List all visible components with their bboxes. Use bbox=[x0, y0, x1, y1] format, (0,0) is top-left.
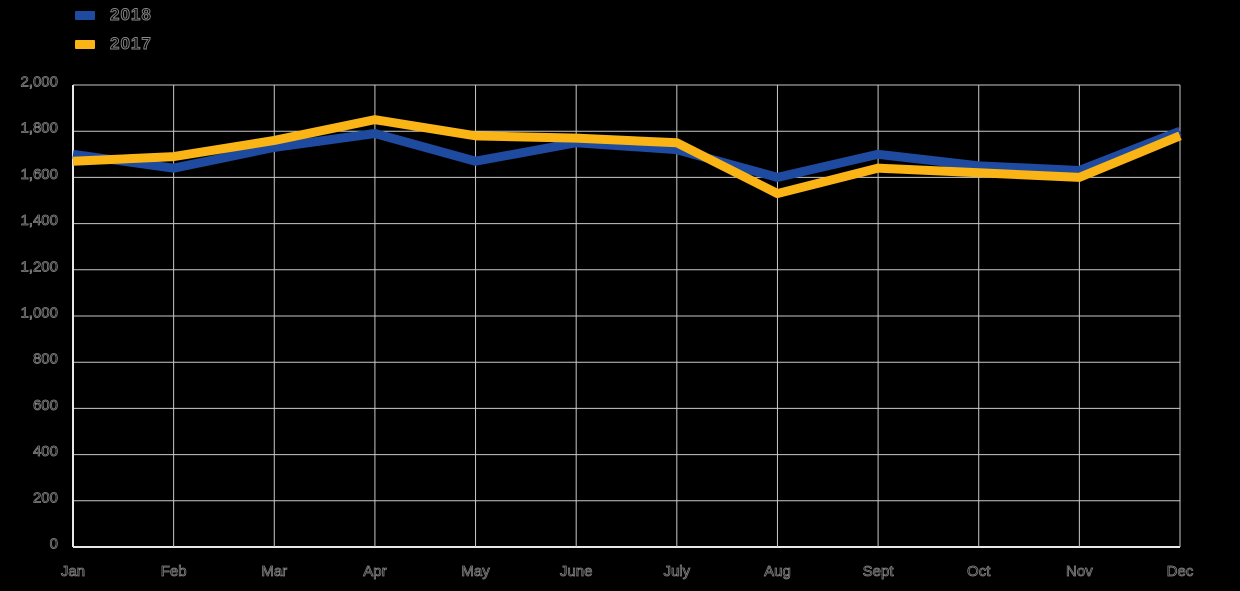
legend-label-2018: 2018 bbox=[110, 5, 152, 25]
legend-item-2018[interactable]: 2018 bbox=[75, 5, 152, 25]
legend: 2018 2017 bbox=[75, 5, 152, 54]
y-tick-label: 1,800 bbox=[20, 120, 58, 137]
series-line-2018 bbox=[72, 127, 1182, 182]
x-tick-label: Nov bbox=[1066, 563, 1093, 580]
y-tick-label: 600 bbox=[33, 397, 58, 414]
y-tick-label: 0 bbox=[50, 536, 58, 553]
y-tick-label: 1,600 bbox=[20, 166, 58, 183]
legend-swatch-2018-icon bbox=[75, 10, 95, 20]
legend-swatch-2017-icon bbox=[75, 39, 95, 49]
x-tick-label: Feb bbox=[161, 563, 187, 580]
x-tick-label: Mar bbox=[261, 563, 287, 580]
x-tick-label: June bbox=[560, 563, 593, 580]
y-tick-label: 800 bbox=[33, 351, 58, 368]
y-tick-label: 200 bbox=[33, 489, 58, 506]
x-tick-label: July bbox=[663, 563, 690, 580]
y-tick-label: 1,200 bbox=[20, 258, 58, 275]
y-tick-label: 1,400 bbox=[20, 212, 58, 229]
x-tick-label: Oct bbox=[967, 563, 991, 580]
x-tick-label: Jan bbox=[61, 563, 85, 580]
series-line-2017 bbox=[72, 115, 1182, 199]
legend-item-2017[interactable]: 2017 bbox=[75, 34, 152, 54]
x-tick-label: May bbox=[461, 563, 490, 580]
y-tick-label: 1,000 bbox=[20, 305, 58, 322]
y-tick-label: 2,000 bbox=[20, 74, 58, 91]
legend-label-2017: 2017 bbox=[110, 34, 152, 54]
y-tick-label: 400 bbox=[33, 443, 58, 460]
x-tick-label: Sept bbox=[863, 563, 895, 580]
x-tick-label: Dec bbox=[1167, 563, 1194, 580]
x-tick-label: Aug bbox=[764, 563, 791, 580]
x-tick-label: Apr bbox=[363, 563, 386, 580]
